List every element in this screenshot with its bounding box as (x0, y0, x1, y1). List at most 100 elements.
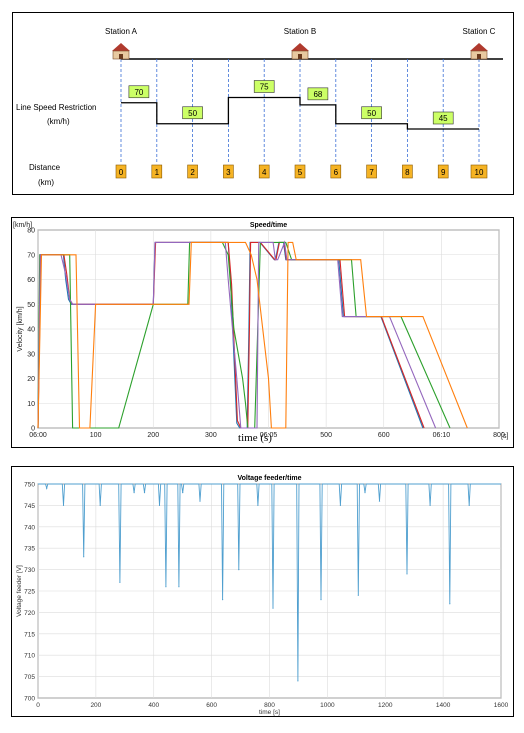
speed-time-panel: 0 10 20 30 40 50 60 70 80 06:00 100 200 300 06:05 500 6… (11, 217, 514, 448)
station-icon (470, 43, 488, 60)
x-axis-label: time (s) (238, 432, 272, 444)
speed-value-box (307, 87, 329, 101)
speed-value: 50 (188, 109, 197, 118)
speed-value-box (432, 111, 454, 125)
x-tick-label: 1600 (494, 702, 509, 709)
voltage-dip-point (320, 599, 322, 601)
distance-label: Distance (29, 163, 61, 172)
x-tick-label: 100 (90, 432, 102, 439)
x-tick-label: 06:00 (29, 432, 47, 439)
station-roof (112, 43, 130, 51)
distance-marker: 6 (334, 168, 339, 177)
y-tick-label: 720 (24, 610, 35, 617)
speed-value-box (253, 80, 275, 93)
y-tick-label: 700 (24, 696, 35, 703)
distance-marker-box (258, 164, 270, 179)
station-label: Station B (284, 27, 316, 36)
voltage-dip-point (238, 569, 240, 571)
voltage-dip-point (143, 492, 146, 494)
speed-value: 50 (367, 109, 376, 118)
y-tick-label: 30 (27, 351, 35, 358)
distance-marker-box (294, 164, 306, 179)
distance-marker: 7 (369, 168, 374, 177)
speed-value: 45 (439, 114, 448, 123)
speed-restriction-label: Line Speed Restriction (16, 103, 97, 112)
series-line-4 (37, 240, 437, 429)
voltage-series-line (38, 483, 501, 681)
line-diagram-svg: Station A Station B Station C705075685045L… (16, 27, 503, 187)
y-tick-label: 735 (24, 546, 35, 553)
distance-marker-box (151, 164, 163, 179)
x-tick-label: 1200 (378, 702, 393, 709)
x-tick-label: 400 (148, 702, 159, 709)
station-door (119, 54, 123, 59)
speed-value: 70 (134, 88, 143, 97)
y-tick-label: 50 (27, 302, 35, 309)
x-tick-label: 800 (264, 702, 275, 709)
distance-marker: 2 (190, 168, 195, 177)
distance-marker: 5 (298, 168, 303, 177)
distance-marker-box (115, 164, 127, 179)
voltage-dip-point (468, 504, 470, 506)
station-icon (291, 43, 309, 60)
voltage-dip-point (364, 492, 366, 494)
x-tick-label: 600 (378, 432, 390, 439)
distance-marker-box (470, 164, 488, 179)
y-tick-label: 20 (27, 376, 35, 383)
distance-marker-box (437, 164, 449, 179)
y-tick-label: 725 (24, 589, 35, 596)
line-diagram-panel: Station A Station B Station C 70 50 75 68 50 45 L… (12, 12, 514, 195)
x-tick-label: 500 (320, 432, 332, 439)
x-tick-label: 06:05 (260, 432, 278, 439)
y-tick-label: 705 (24, 674, 35, 681)
voltage-dip-point (62, 504, 65, 506)
station-door (477, 54, 481, 59)
y-tick-label: 10 (27, 401, 35, 408)
voltage-dip-point (46, 487, 48, 489)
voltage-dip-point (119, 581, 121, 583)
distance-marker: 0 (119, 168, 124, 177)
distance-marker: 9 (441, 168, 446, 177)
voltage-dip-point (272, 607, 274, 609)
distance-marker-box (366, 164, 377, 179)
y-tick-label: 750 (24, 482, 35, 489)
y-tick-label: 70 (27, 252, 35, 259)
station-door (298, 54, 302, 59)
x-tick-label: 200 (90, 702, 101, 709)
voltage-dip-point (429, 504, 431, 506)
voltage-dip-point (99, 504, 101, 506)
x-tick-label: 0 (36, 702, 40, 709)
y-tick-label: 745 (24, 503, 35, 510)
x-tick-label: 800 (493, 432, 505, 439)
y-tick-label: 740 (24, 524, 35, 531)
voltage-dip-point (297, 680, 299, 682)
station-label: Station A (105, 27, 138, 36)
x-tick-label: 1400 (436, 702, 451, 709)
distance-marker-box (187, 164, 198, 179)
station-label: Station C (463, 27, 496, 36)
y-tick-label: 40 (27, 327, 35, 334)
distance-marker: 4 (262, 168, 267, 177)
distance-marker: 8 (405, 168, 410, 177)
station-roof (291, 43, 309, 51)
speed-value-box (182, 106, 203, 120)
voltage-time-panel: 700 705 710 715 720 725 730 735 740 745 750 0 200 400… (11, 466, 514, 717)
voltage-dip-point (83, 556, 85, 558)
y-tick-label: 0 (31, 426, 35, 433)
voltage-dip-point (222, 599, 224, 601)
chart-title: Speed/time (250, 222, 287, 229)
speed-time-chart: 0 10 20 30 40 50 60 70 80 06:00 100 200 300 06:05 500 6… (13, 222, 508, 444)
speed-value-box (361, 106, 382, 120)
voltage-dip-point (406, 573, 408, 575)
y-tick-label: 710 (24, 653, 35, 660)
voltage-dip-point (199, 500, 201, 502)
y-axis-label: Velocity [km/h] (17, 306, 24, 351)
voltage-dip-point (339, 504, 341, 506)
x-tick-label: 06:10 (433, 432, 451, 439)
speed-value: 68 (313, 90, 322, 99)
x-unit-label: [s] (501, 433, 508, 440)
distance-marker-box (402, 164, 413, 179)
series-line-5 (37, 241, 468, 429)
speed-restriction-unit: (km/h) (47, 117, 70, 126)
y-axis-label: Voltage feeder [V] (16, 565, 23, 617)
